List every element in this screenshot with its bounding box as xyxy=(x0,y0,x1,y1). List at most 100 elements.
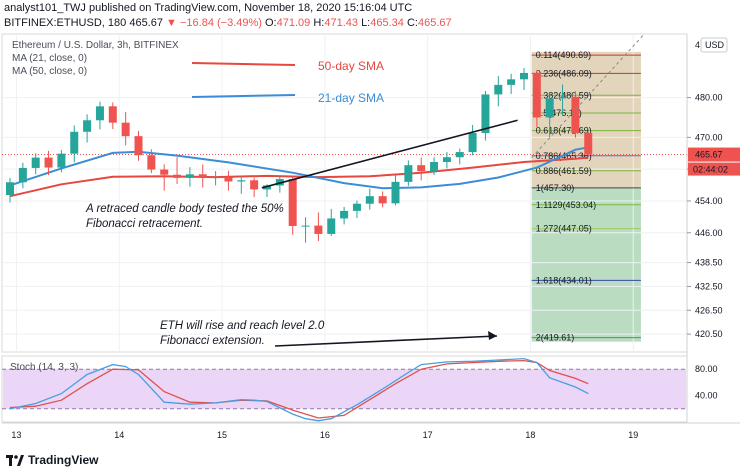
candle-body xyxy=(558,96,567,99)
time-axis-label: 15 xyxy=(217,430,227,440)
candle-body xyxy=(455,152,464,158)
chart-title: Ethereum / U.S. Dollar, 3h, BITFINEX xyxy=(12,40,179,51)
note1-line1: A retraced candle body tested the 50% xyxy=(85,203,284,215)
fib-level-label: 0.886(461.59) xyxy=(536,166,592,176)
candle-body xyxy=(481,94,490,133)
candle-body xyxy=(6,182,14,195)
candle-body xyxy=(160,169,169,175)
candle-body xyxy=(288,179,297,226)
currency-badge xyxy=(700,37,728,53)
candle-body xyxy=(391,181,400,204)
countdown-label: 02:44:02 xyxy=(693,165,728,175)
time-axis-label: 17 xyxy=(423,430,433,440)
candle-body xyxy=(494,84,503,95)
note1-line2: Fibonacci retracement. xyxy=(86,218,203,230)
candle-body xyxy=(70,131,79,154)
fib-level-label: 1.618(434.01) xyxy=(536,275,592,285)
price-axis-label: 432.50 xyxy=(695,281,723,291)
price-axis-label: 470.00 xyxy=(695,132,723,142)
candle-body xyxy=(147,155,156,170)
candle-body xyxy=(44,157,53,168)
tradingview-logo-icon xyxy=(6,454,24,466)
time-axis-label: 19 xyxy=(628,430,638,440)
candle-body xyxy=(571,96,580,133)
sma21-line xyxy=(9,146,589,190)
symbol-ohlc-bar: BITFINEX:ETHUSD, 180 465.67 ▼ −16.84 (−3… xyxy=(4,17,452,29)
fib-level-label: 0.114(490.69) xyxy=(536,50,591,60)
candle-body xyxy=(314,225,323,234)
tradingview-logo[interactable]: TradingView xyxy=(6,453,98,467)
sma21-annotation-line xyxy=(191,94,296,98)
candle-body xyxy=(430,161,439,172)
price-tag xyxy=(688,147,740,162)
symbol-label: BITFINEX:ETHUSD, 180 xyxy=(4,17,127,29)
time-axis-label: 18 xyxy=(525,430,535,440)
candle-body xyxy=(340,210,349,219)
high-label: H: xyxy=(313,17,325,29)
price-tag-label: 465.67 xyxy=(695,150,723,160)
fib-level-label: 0.236(486.09) xyxy=(536,68,592,78)
candle-body xyxy=(404,165,413,182)
time-axis-label: 13 xyxy=(11,430,21,440)
candle-body xyxy=(173,174,182,178)
candle-body xyxy=(185,174,194,178)
price-axis-label: 454.00 xyxy=(695,196,723,206)
brand-name: TradingView xyxy=(28,453,99,467)
close-value: 465.67 xyxy=(417,17,452,29)
ma50-legend: MA (50, close, 0) xyxy=(12,66,88,77)
candle-body xyxy=(417,165,426,172)
projection-line xyxy=(531,34,644,158)
fib-level-label: 1(457.30) xyxy=(536,183,575,193)
price-axis-label: 438.50 xyxy=(695,258,723,268)
trend-line xyxy=(261,119,518,189)
price-change: ▼ −16.84 (−3.49%) xyxy=(166,17,262,29)
fib-level-label: 0.618(471.69) xyxy=(536,126,592,136)
candle-body xyxy=(352,203,361,211)
price-axis-label: 480.00 xyxy=(695,93,723,103)
stoch-axis-label: 80.00 xyxy=(695,364,718,374)
fib-level-label: 1.1129(453.04) xyxy=(536,200,596,210)
candle-body xyxy=(237,180,246,182)
candle-body xyxy=(83,120,92,132)
candle-body xyxy=(198,174,207,178)
target-arrow xyxy=(274,335,498,347)
candle-body xyxy=(532,72,541,118)
high-value: 471.43 xyxy=(324,17,358,29)
candle-body xyxy=(507,79,516,85)
candle-body xyxy=(134,136,143,156)
last-price: 465.67 xyxy=(129,17,163,29)
candle-body xyxy=(263,185,271,190)
candle-body xyxy=(211,177,220,179)
candle-body xyxy=(95,106,104,121)
low-label: L: xyxy=(361,17,371,29)
stoch-axis-label: 40.00 xyxy=(695,391,718,401)
candle-body xyxy=(108,106,117,123)
candle-body xyxy=(31,157,40,168)
candle-body xyxy=(224,177,233,182)
fib-level-label: 1.272(447.05) xyxy=(536,224,592,234)
candle-body xyxy=(57,153,66,168)
fib-level-label: 2(419.61) xyxy=(536,333,575,343)
stoch-band xyxy=(3,369,686,409)
countdown-tag xyxy=(688,162,740,176)
publish-info: analyst101_TWJ published on TradingView.… xyxy=(4,2,413,14)
sma50-annotation-line xyxy=(191,62,296,66)
candle-body xyxy=(250,180,259,190)
candle-body xyxy=(545,98,554,118)
candle-body xyxy=(442,157,451,162)
price-axis-label: 420.50 xyxy=(695,329,723,339)
candle-body xyxy=(327,218,336,234)
candle-body xyxy=(301,225,310,227)
stoch-k-line xyxy=(9,357,589,422)
open-label: O: xyxy=(265,17,277,29)
low-value: 465.34 xyxy=(370,17,404,29)
note2-line1: ETH will rise and reach level 2.0 xyxy=(160,320,325,332)
candle-body xyxy=(584,132,593,155)
price-axis-label: 446.00 xyxy=(695,228,723,238)
stoch-title: Stoch (14, 3, 3) xyxy=(10,362,78,373)
time-axis-label: 14 xyxy=(114,430,124,440)
time-axis-label: 16 xyxy=(320,430,330,440)
fib-level-label: 0.382(480.59) xyxy=(536,90,592,100)
candle-body xyxy=(121,122,130,137)
